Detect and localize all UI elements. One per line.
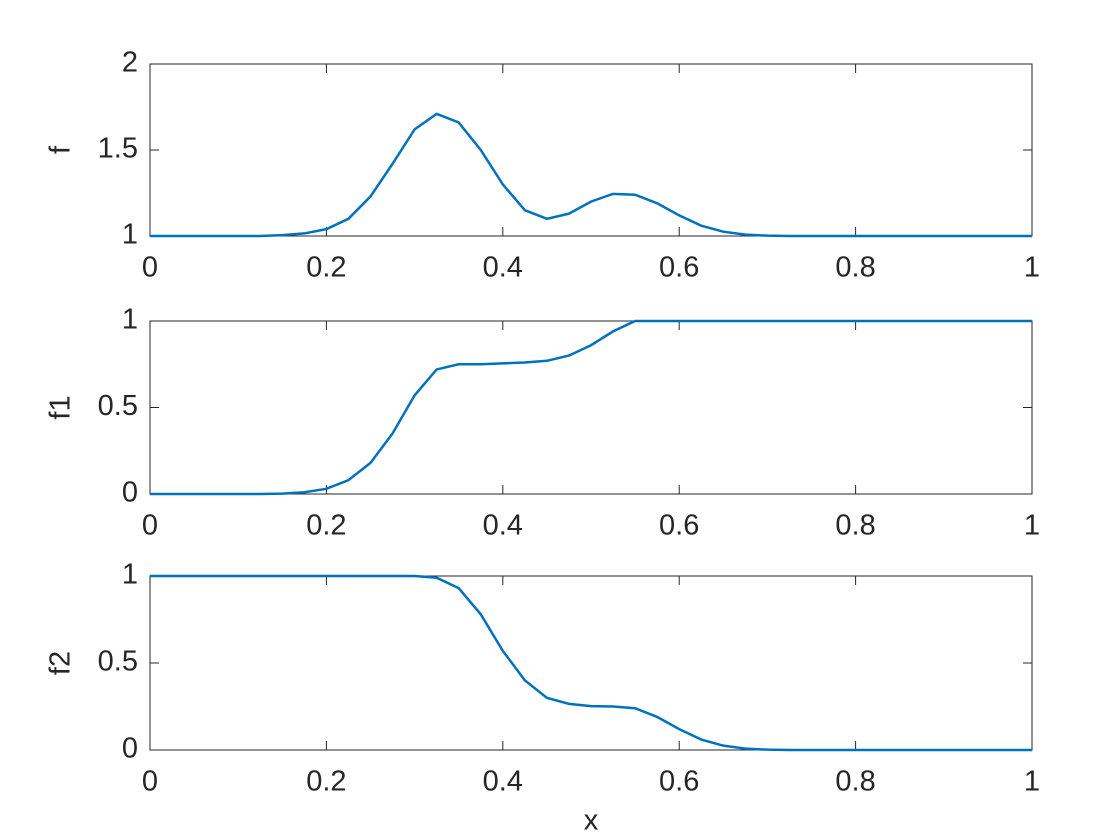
x-tick-label: 0 bbox=[142, 252, 158, 284]
axes-box bbox=[149, 575, 1033, 751]
axes-box bbox=[149, 63, 1033, 237]
x-tick-label: 0.6 bbox=[659, 510, 699, 542]
x-tick-label: 1 bbox=[1024, 510, 1040, 542]
y-tick-label: 1 bbox=[122, 304, 138, 336]
y-tick-label: 2 bbox=[122, 47, 138, 79]
x-tick-label: 0.4 bbox=[483, 766, 523, 798]
y-axis-label: f1 bbox=[45, 395, 77, 419]
y-tick-label: 0.5 bbox=[98, 646, 138, 678]
x-tick-label: 0.8 bbox=[835, 766, 875, 798]
x-tick-label: 0.4 bbox=[483, 252, 523, 284]
data-line bbox=[150, 112, 1032, 238]
data-line bbox=[150, 319, 1032, 496]
y-tick-label: 0 bbox=[122, 477, 138, 509]
x-tick-label: 0.2 bbox=[306, 766, 346, 798]
x-tick-label: 1 bbox=[1024, 252, 1040, 284]
y-axis-label: f bbox=[45, 145, 77, 154]
x-tick-label: 0.6 bbox=[659, 766, 699, 798]
y-tick-label: 1 bbox=[122, 559, 138, 591]
axes-box bbox=[149, 320, 1033, 495]
y-axis-label: f2 bbox=[45, 651, 77, 675]
data-line bbox=[150, 574, 1032, 752]
x-tick-label: 0.2 bbox=[306, 510, 346, 542]
y-tick-label: 1.5 bbox=[98, 133, 138, 165]
y-tick-label: 1 bbox=[122, 219, 138, 251]
x-tick-label: 0.6 bbox=[659, 252, 699, 284]
x-tick-label: 0.8 bbox=[835, 252, 875, 284]
x-tick-label: 1 bbox=[1024, 766, 1040, 798]
x-tick-label: 0.2 bbox=[306, 252, 346, 284]
x-tick-label: 0 bbox=[142, 510, 158, 542]
x-tick-label: 0.4 bbox=[483, 510, 523, 542]
x-tick-label: 0 bbox=[142, 766, 158, 798]
x-axis-label: x bbox=[584, 805, 599, 837]
x-tick-label: 0.8 bbox=[835, 510, 875, 542]
y-tick-label: 0.5 bbox=[98, 390, 138, 422]
y-tick-label: 0 bbox=[122, 733, 138, 765]
